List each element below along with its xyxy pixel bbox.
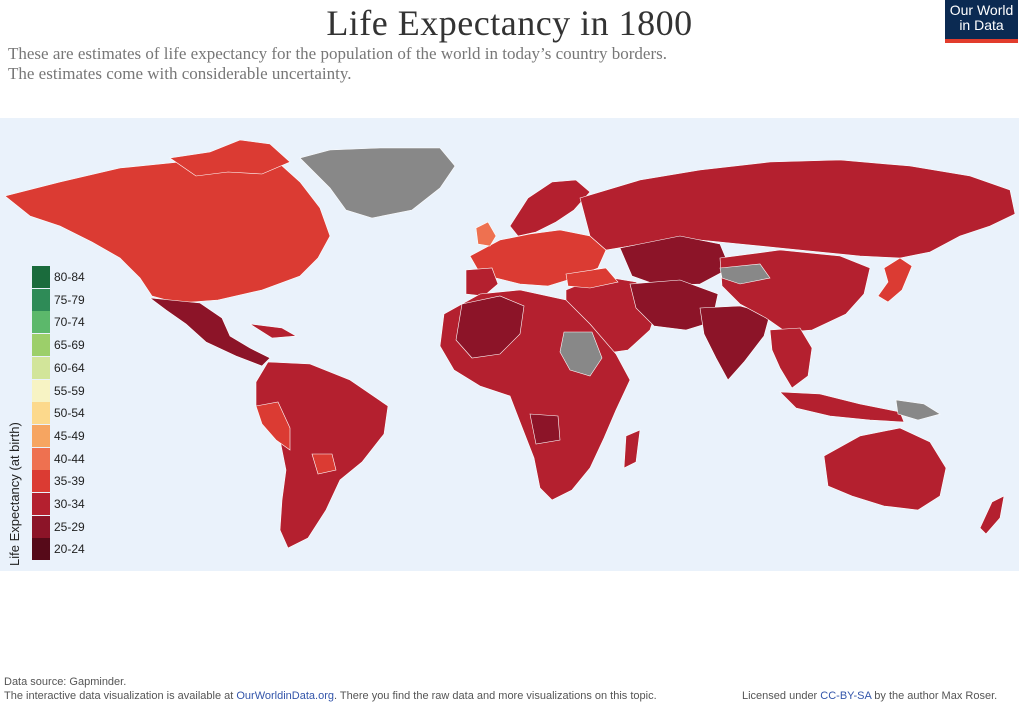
world-map xyxy=(0,118,1019,571)
region-indonesia[interactable] xyxy=(779,391,905,423)
legend-item[interactable]: 70-74 xyxy=(32,311,112,334)
legend-label: 70-74 xyxy=(54,315,85,330)
legend-swatch xyxy=(32,493,50,515)
region-iberia[interactable] xyxy=(465,267,499,297)
region-mexico-central-america[interactable] xyxy=(148,297,271,367)
region-india[interactable] xyxy=(699,305,771,381)
legend-label: 20-24 xyxy=(54,542,85,557)
subtitle-line-1: These are estimates of life expectancy f… xyxy=(8,44,668,63)
legend-title: Life Expectancy (at birth) xyxy=(7,422,22,566)
license-suffix: by the author Max Roser. xyxy=(871,690,998,702)
legend-swatch xyxy=(32,379,50,402)
legend-item[interactable]: 50-54 xyxy=(32,402,112,425)
legend-label: 40-44 xyxy=(54,451,85,466)
legend-item[interactable]: 55-59 xyxy=(32,379,112,402)
region-angola[interactable] xyxy=(529,413,561,445)
legend-item[interactable]: 45-49 xyxy=(32,424,112,447)
legend-swatch xyxy=(32,334,50,357)
region-arctic-islands[interactable] xyxy=(169,139,291,177)
region-scandinavia[interactable] xyxy=(509,179,591,237)
subtitle-line-2: The estimates come with considerable unc… xyxy=(8,64,352,83)
logo-accent-bar xyxy=(945,39,1018,43)
region-sahara[interactable] xyxy=(455,295,525,359)
legend-label: 35-39 xyxy=(54,474,85,489)
region-australia[interactable] xyxy=(823,427,947,511)
region-paraguay[interactable] xyxy=(311,453,337,475)
legend-item[interactable]: 40-44 xyxy=(32,447,112,470)
legend-label: 55-59 xyxy=(54,383,85,398)
chart-subtitle: These are estimates of life expectancy f… xyxy=(8,44,667,84)
legend-swatch xyxy=(32,288,50,311)
region-peru[interactable] xyxy=(255,401,291,451)
legend-swatch xyxy=(32,356,50,379)
region-sudan[interactable] xyxy=(559,331,603,377)
legend-label: 45-49 xyxy=(54,428,85,443)
license-prefix: Licensed under xyxy=(742,690,821,702)
footer-info-prefix: The interactive data visualization is av… xyxy=(4,690,237,702)
region-japan[interactable] xyxy=(877,257,913,303)
region-madagascar[interactable] xyxy=(623,429,641,469)
legend-item[interactable]: 20-24 xyxy=(32,538,112,561)
legend-swatch xyxy=(32,470,50,493)
legend-label: 60-64 xyxy=(54,360,85,375)
region-central-asia[interactable] xyxy=(619,235,731,287)
region-mongolia[interactable] xyxy=(719,263,771,285)
region-caribbean[interactable] xyxy=(249,323,297,339)
owid-logo[interactable]: Our World in Data xyxy=(945,0,1018,43)
region-iran-pakistan[interactable] xyxy=(629,279,719,331)
logo-line-2: in Data xyxy=(959,17,1004,33)
footer-source: Data source: Gapminder. xyxy=(4,676,127,688)
legend-swatch xyxy=(32,515,50,538)
legend-swatch xyxy=(32,424,50,447)
region-new-zealand[interactable] xyxy=(979,495,1005,535)
legend-item[interactable]: 75-79 xyxy=(32,288,112,311)
legend-swatch xyxy=(32,266,50,288)
legend-item[interactable]: 35-39 xyxy=(32,470,112,493)
legend-item[interactable]: 25-29 xyxy=(32,515,112,538)
legend-item[interactable]: 65-69 xyxy=(32,334,112,357)
legend-label: 25-29 xyxy=(54,519,85,534)
legend-item[interactable]: 60-64 xyxy=(32,356,112,379)
legend-label: 65-69 xyxy=(54,338,85,353)
legend-label: 80-84 xyxy=(54,270,85,284)
footer-info-suffix: . There you find the raw data and more v… xyxy=(333,690,657,702)
legend-swatch xyxy=(32,311,50,334)
footer-info: The interactive data visualization is av… xyxy=(4,690,657,702)
license-link[interactable]: CC-BY-SA xyxy=(820,690,872,702)
legend-label: 30-34 xyxy=(54,497,85,511)
owid-link[interactable]: OurWorldinData.org xyxy=(236,690,334,702)
legend-swatch xyxy=(32,447,50,470)
region-southeast-asia[interactable] xyxy=(769,327,813,389)
world-map-svg xyxy=(4,139,1016,549)
region-turkey[interactable] xyxy=(565,267,619,289)
legend-item[interactable]: 30-34 xyxy=(32,493,112,515)
legend-label: 50-54 xyxy=(54,406,85,421)
footer-license: Licensed under CC-BY-SA by the author Ma… xyxy=(742,690,997,702)
chart-title: Life Expectancy in 1800 xyxy=(326,3,693,43)
region-greenland[interactable] xyxy=(299,147,456,219)
region-new-guinea[interactable] xyxy=(895,399,941,421)
legend-label: 75-79 xyxy=(54,292,85,307)
legend-swatch xyxy=(32,402,50,425)
legend-swatch xyxy=(32,538,50,561)
region-united-kingdom[interactable] xyxy=(475,221,497,247)
logo-line-1: Our World xyxy=(949,2,1014,18)
legend-item[interactable]: 80-84 xyxy=(32,266,112,288)
